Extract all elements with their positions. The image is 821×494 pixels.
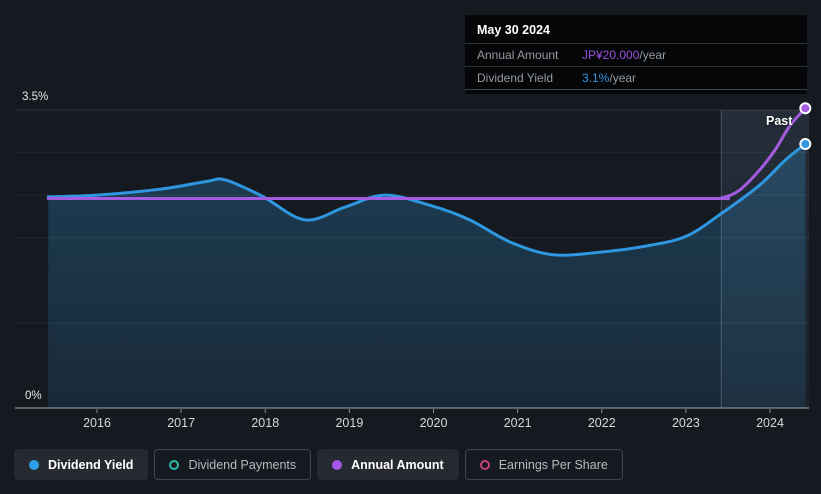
legend-toggle-annual-amount[interactable]: Annual Amount: [317, 449, 459, 480]
y-axis-max-label: 3.5%: [22, 91, 49, 103]
dividend-yield-dot-icon: [29, 459, 39, 470]
tooltip-value: JP¥20.000: [582, 48, 640, 62]
x-axis-label: 2024: [756, 416, 784, 430]
legend-label: Annual Amount: [351, 457, 444, 472]
annual-amount-dot-icon: [332, 459, 343, 470]
tooltip-suffix: /year: [609, 71, 637, 85]
x-axis-label: 2018: [251, 416, 279, 430]
tooltip-row-dividend-yield: Dividend Yield 3.1%/year: [465, 67, 807, 90]
x-axis-label: 2019: [335, 416, 363, 430]
annual-amount-endpoint-marker: [799, 102, 812, 115]
tooltip-label: Annual Amount: [477, 48, 559, 62]
x-axis-label: 2021: [504, 416, 532, 430]
legend-label: Dividend Yield: [48, 457, 134, 472]
tooltip-label: Dividend Yield: [477, 71, 554, 85]
legend-label: Earnings Per Share: [498, 457, 608, 472]
chart-tooltip: May 30 2024 Annual Amount JP¥20.000/year…: [465, 15, 807, 94]
chart-legend: Dividend Yield Dividend Payments Annual …: [14, 449, 623, 480]
tooltip-value: 3.1%: [582, 71, 610, 85]
dividend-yield-endpoint-marker: [799, 138, 812, 151]
chart-canvas[interactable]: 2016 2017 2018 2019 2020 2021 2022 2023 2024: [0, 0, 821, 440]
tooltip-date: May 30 2024: [465, 15, 807, 44]
legend-label: Dividend Payments: [188, 457, 297, 472]
x-axis-label: 2020: [420, 416, 448, 430]
x-axis-label: 2016: [83, 416, 111, 430]
dividend-payments-ring-icon: [169, 459, 180, 470]
annual-amount-line: [46, 106, 807, 201]
dividend-yield-line: [46, 142, 807, 257]
x-axis-label: 2023: [672, 416, 700, 430]
legend-toggle-dividend-yield[interactable]: Dividend Yield: [14, 449, 149, 480]
x-axis-label: 2022: [588, 416, 616, 430]
tooltip-suffix: /year: [639, 48, 667, 62]
legend-toggle-earnings-per-share[interactable]: Earnings Per Share: [464, 449, 623, 480]
past-region-label: Past: [766, 114, 793, 128]
legend-toggle-dividend-payments[interactable]: Dividend Payments: [154, 449, 312, 480]
earnings-per-share-ring-icon: [479, 459, 490, 470]
dividend-yield-area: [48, 144, 806, 408]
x-axis-label: 2017: [167, 416, 195, 430]
tooltip-row-annual-amount: Annual Amount JP¥20.000/year: [465, 44, 807, 67]
y-axis-min-label: 0%: [25, 390, 42, 402]
